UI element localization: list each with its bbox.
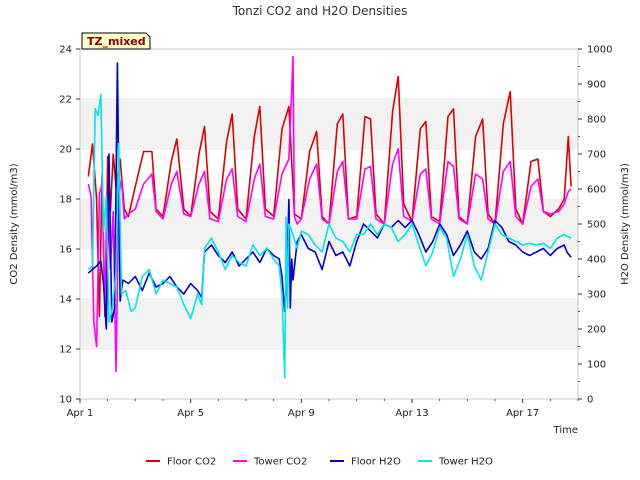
y-left-tick-label: 14	[59, 295, 72, 306]
series-line-floor-h2o	[87, 62, 572, 330]
series-layer	[87, 55, 572, 379]
series-line-tower-co2	[87, 55, 572, 373]
legend-label: Floor CO2	[167, 457, 216, 468]
series-line-tower-h2o	[87, 93, 572, 379]
y-left-tick-label: 12	[59, 345, 72, 356]
y-right-tick-label: 700	[587, 150, 606, 161]
y-right-tick-label: 500	[587, 220, 606, 231]
chart-title: Tonzi CO2 and H2O Densities	[232, 4, 408, 18]
series-line-floor-co2	[87, 75, 572, 318]
x-tick-label: Apr 9	[288, 408, 315, 419]
legend: Floor CO2 Tower CO2 Floor H2O Tower H2O	[146, 457, 493, 468]
legend-label: Floor H2O	[351, 457, 401, 468]
y-right-tick-label: 300	[587, 290, 606, 301]
y-right-tick-label: 400	[587, 255, 606, 266]
site-badge-label: TZ_mixed	[87, 35, 146, 48]
legend-label: Tower H2O	[438, 457, 493, 468]
y-axis-left-title: CO2 Density (mmol/m3)	[9, 163, 20, 284]
grid-band	[80, 299, 578, 349]
ticks-layer: 10 12 14 16 18 20 22 24 0 100 200 300 400 500 600 700 80…	[59, 45, 612, 420]
y-left-tick-label: 22	[59, 95, 72, 106]
x-tick-label: Apr 1	[67, 408, 94, 419]
x-tick-label: Apr 17	[506, 408, 539, 419]
y-right-tick-label: 200	[587, 325, 606, 336]
y-right-tick-label: 600	[587, 185, 606, 196]
y-right-tick-label: 800	[587, 115, 606, 126]
grid-band	[80, 99, 578, 149]
y-right-tick-label: 1000	[587, 45, 612, 56]
y-left-tick-label: 20	[59, 145, 72, 156]
y-right-tick-label: 100	[587, 360, 606, 371]
y-left-tick-label: 10	[59, 395, 72, 406]
x-tick-label: Apr 13	[395, 408, 428, 419]
site-badge: TZ_mixed	[81, 32, 151, 50]
y-left-tick-label: 16	[59, 245, 72, 256]
y-left-tick-label: 18	[59, 195, 72, 206]
y-right-tick-label: 900	[587, 80, 606, 91]
y-axis-right-title: H2O Density (mmol/m3)	[620, 163, 631, 285]
y-left-tick-label: 24	[59, 45, 72, 56]
x-axis-title: Time	[553, 425, 578, 436]
y-right-tick-label: 0	[587, 395, 593, 406]
x-tick-label: Apr 5	[177, 408, 204, 419]
site-badge-box	[81, 32, 151, 50]
legend-label: Tower CO2	[253, 457, 307, 468]
